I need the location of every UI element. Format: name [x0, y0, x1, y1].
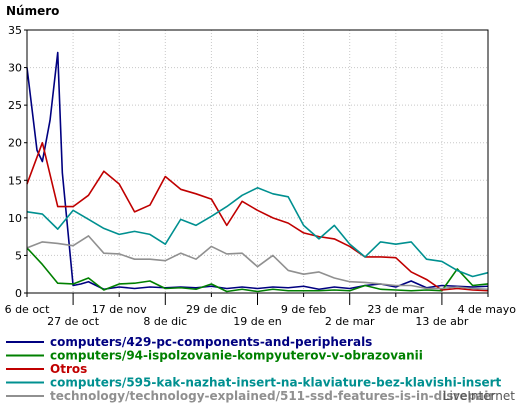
y-tick-label: 35	[8, 24, 22, 37]
watermark: LiveInternet	[443, 389, 515, 403]
series-line-3	[26, 141, 489, 292]
x-tick-label: 9 de feb	[281, 303, 326, 316]
series-layer	[26, 51, 489, 293]
legend-label: Otros	[50, 362, 87, 376]
x-tick-label: 23 de mar	[367, 303, 424, 316]
x-tick-label: 19 de en	[233, 315, 282, 328]
legend-label: computers/94-ispolzovanie-kompyuterov-v-…	[50, 349, 423, 363]
y-tick-label: 10	[8, 212, 22, 225]
y-tick-label: 0	[15, 287, 22, 300]
x-tick-label: 6 de oct	[5, 303, 51, 316]
x-tick-label: 17 de nov	[92, 303, 147, 316]
y-axis-label: Número	[6, 4, 59, 18]
series-line-2	[26, 247, 489, 293]
series-line-4	[26, 187, 489, 278]
axes	[24, 29, 489, 305]
y-tick-label: 25	[8, 99, 22, 112]
x-tick-label: 4 de mayo	[458, 303, 517, 316]
x-tick-label: 8 de dic	[143, 315, 187, 328]
x-tick-label: 13 de abr	[415, 315, 468, 328]
series-line-5	[26, 235, 489, 291]
legend-label: technology/technology-explained/511-ssd-…	[50, 389, 494, 403]
x-tick-label: 2 de mar	[325, 315, 375, 328]
y-tick-label: 5	[15, 249, 22, 262]
legend: computers/429-pc-components-and-peripher…	[6, 335, 502, 403]
y-tick-label: 15	[8, 174, 22, 187]
y-tick-label: 20	[8, 137, 22, 150]
x-tick-label: 29 de dic	[186, 303, 237, 316]
y-tick-label: 30	[8, 62, 22, 75]
legend-label: computers/429-pc-components-and-peripher…	[50, 335, 372, 349]
x-tick-label: 27 de oct	[47, 315, 100, 328]
legend-label: computers/595-kak-nazhat-insert-na-klavi…	[50, 376, 502, 390]
